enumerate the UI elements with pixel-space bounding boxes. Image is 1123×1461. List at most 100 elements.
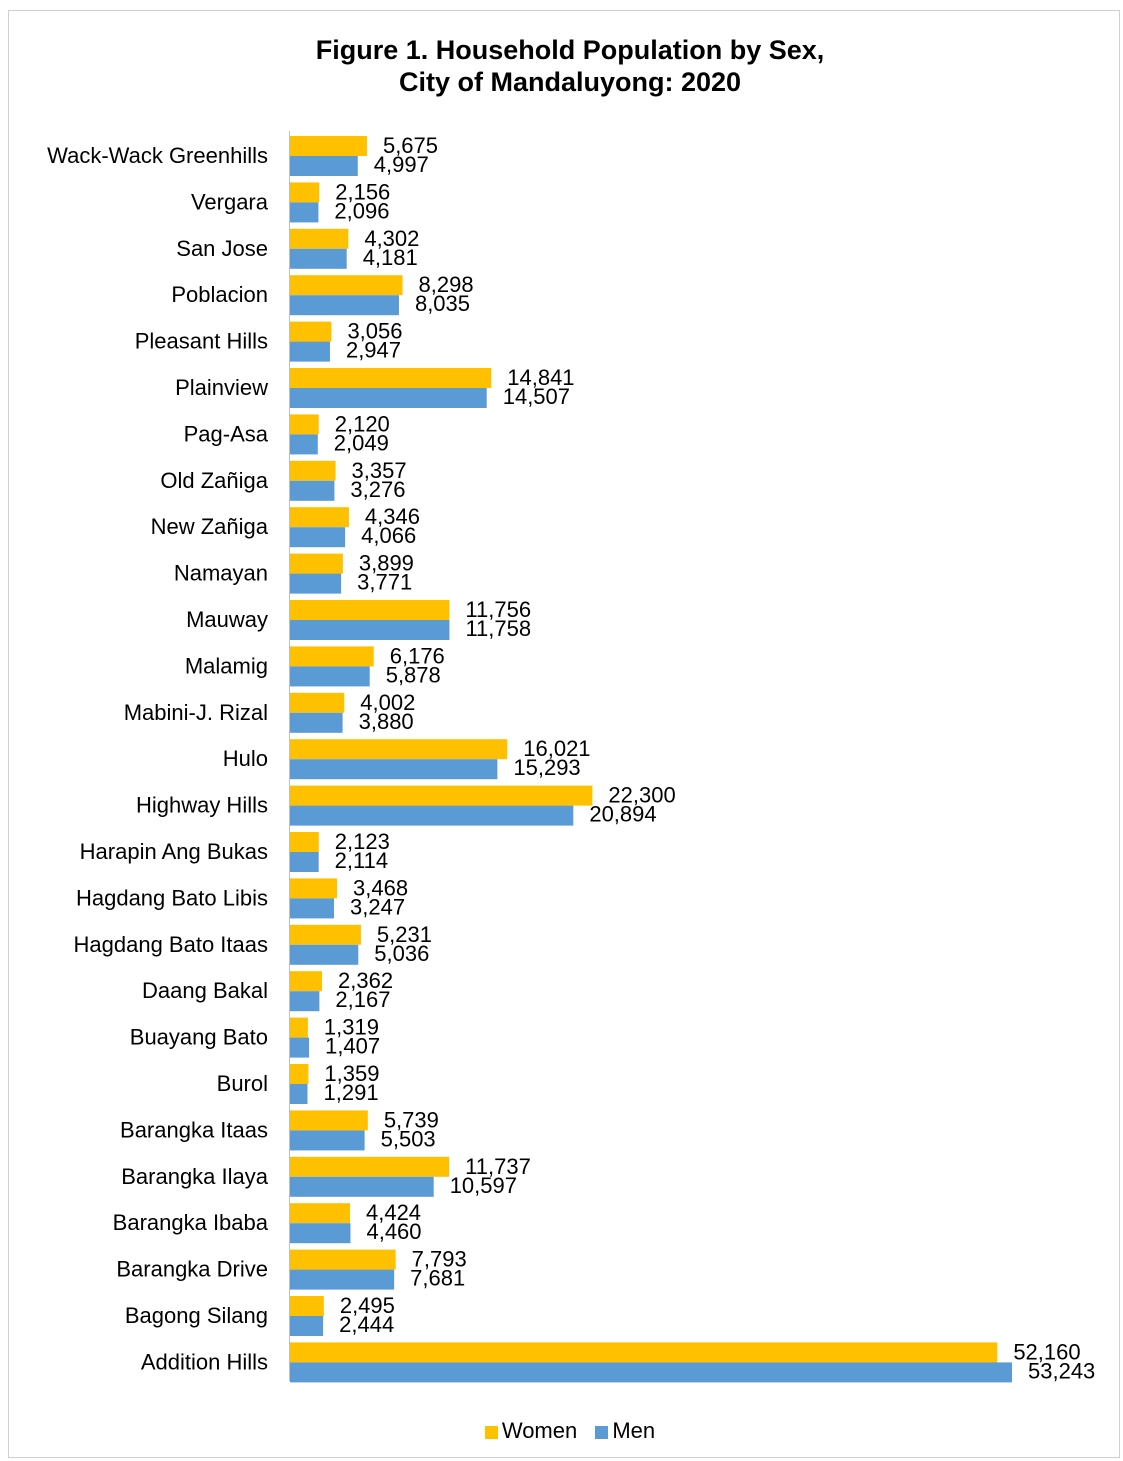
- value-label-women-highway-hills: 22,300: [608, 783, 675, 808]
- bar-women-barangka-itaas: [290, 1110, 368, 1131]
- value-label-women-namayan: 3,899: [359, 551, 414, 576]
- value-label-women-bagong-silang: 2,495: [340, 1293, 395, 1318]
- value-label-men-new-zaniga: 4,066: [361, 523, 416, 548]
- chart-title-line-2: City of Mandaluyong: 2020: [398, 67, 742, 97]
- bar-women-pag-asa: [290, 414, 319, 435]
- bar-women-plainview: [290, 368, 492, 388]
- bar-men-wack-wack-greenhills: [290, 156, 358, 176]
- bar-women-namayan: [290, 553, 343, 574]
- bar-men-hagdang-bato-libis: [290, 898, 335, 919]
- category-label-harapin-ang-bukas: Harapin Ang Bukas: [80, 839, 268, 864]
- bar-women-mauway: [290, 600, 450, 620]
- category-label-mabini-j-rizal: Mabini-J. Rizal: [124, 700, 268, 725]
- bar-women-addition-hills: [290, 1342, 998, 1363]
- bar-women-barangka-ilaya: [290, 1156, 450, 1177]
- value-label-men-pleasant-hills: 2,947: [346, 338, 401, 363]
- value-label-women-malamig: 6,176: [390, 643, 445, 668]
- bar-men-mauway: [290, 620, 450, 640]
- value-label-women-barangka-itaas: 5,739: [384, 1107, 439, 1132]
- bar-women-buayang-bato: [290, 1017, 308, 1038]
- value-label-men-namayan: 3,771: [357, 570, 412, 595]
- value-label-women-barangka-ibaba: 4,424: [366, 1200, 421, 1225]
- bar-women-barangka-drive: [290, 1249, 396, 1270]
- bar-women-pleasant-hills: [290, 321, 332, 342]
- value-label-men-harapin-ang-bukas: 2,114: [335, 848, 388, 873]
- legend-item-men: Men: [595, 1416, 655, 1446]
- bar-women-poblacion: [290, 275, 403, 296]
- bar-men-harapin-ang-bukas: [290, 852, 319, 872]
- bar-men-new-zaniga: [290, 527, 346, 548]
- category-label-hagdang-bato-itaas: Hagdang Bato Itaas: [74, 932, 268, 957]
- value-label-women-pleasant-hills: 3,056: [347, 319, 402, 344]
- value-label-women-mauway: 11,756: [465, 597, 531, 622]
- value-label-men-plainview: 14,507: [503, 384, 570, 409]
- category-label-hulo: Hulo: [223, 746, 268, 771]
- bar-women-new-zaniga: [290, 507, 349, 528]
- category-label-namayan: Namayan: [174, 561, 268, 586]
- category-label-old-zaniga: Old Zañiga: [160, 468, 268, 493]
- bar-men-bagong-silang: [290, 1316, 324, 1336]
- value-label-women-wack-wack-greenhills: 5,675: [383, 133, 438, 158]
- value-label-men-barangka-ilaya: 10,597: [450, 1173, 517, 1198]
- category-label-daang-bakal: Daang Bakal: [142, 978, 268, 1003]
- legend: Women Men: [0, 1415, 1123, 1446]
- bar-men-highway-hills: [290, 805, 574, 826]
- value-label-men-daang-bakal: 2,167: [335, 987, 390, 1012]
- bar-men-hulo: [290, 759, 498, 780]
- value-label-women-hagdang-bato-libis: 3,468: [353, 875, 408, 900]
- category-label-barangka-ibaba: Barangka Ibaba: [113, 1210, 269, 1235]
- bar-women-wack-wack-greenhills: [290, 136, 367, 156]
- value-label-women-addition-hills: 52,160: [1013, 1339, 1080, 1364]
- legend-label-women: Women: [501, 1418, 578, 1444]
- value-label-men-mauway: 11,758: [465, 616, 531, 641]
- category-label-addition-hills: Addition Hills: [141, 1349, 268, 1374]
- category-label-mauway: Mauway: [186, 607, 268, 632]
- value-label-women-harapin-ang-bukas: 2,123: [335, 829, 390, 854]
- bar-men-barangka-ibaba: [290, 1223, 351, 1244]
- legend-label-men: Men: [612, 1418, 656, 1444]
- bar-men-pag-asa: [290, 434, 318, 455]
- value-label-women-vergara: 2,156: [335, 179, 390, 204]
- bar-men-malamig: [290, 666, 370, 687]
- value-label-men-burol: 1,291: [324, 1080, 379, 1105]
- category-label-pleasant-hills: Pleasant Hills: [135, 329, 268, 354]
- category-label-hagdang-bato-libis: Hagdang Bato Libis: [76, 885, 268, 910]
- category-label-plainview: Plainview: [175, 375, 268, 400]
- value-label-men-pag-asa: 2,049: [334, 430, 389, 455]
- value-label-women-buayang-bato: 1,319: [324, 1015, 379, 1040]
- legend-swatch-women: [484, 1425, 498, 1439]
- category-label-burol: Burol: [217, 1071, 268, 1096]
- bar-women-harapin-ang-bukas: [290, 832, 319, 852]
- category-label-san-jose: San Jose: [176, 236, 268, 261]
- category-label-vergara: Vergara: [191, 189, 269, 214]
- value-label-men-malamig: 5,878: [386, 662, 441, 687]
- category-label-barangka-ilaya: Barangka Ilaya: [121, 1164, 269, 1189]
- bar-men-mabini-j-rizal: [290, 712, 343, 733]
- bar-women-burol: [290, 1064, 309, 1084]
- value-label-women-old-zaniga: 3,357: [352, 458, 407, 483]
- bar-women-malamig: [290, 646, 374, 667]
- legend-item-women: Women: [484, 1416, 578, 1446]
- chart-title: Figure 1. Household Population by Sex, C…: [0, 34, 1123, 98]
- bar-women-vergara: [290, 182, 320, 203]
- bar-men-old-zaniga: [290, 480, 335, 501]
- category-label-buayang-bato: Buayang Bato: [130, 1025, 268, 1050]
- category-label-barangka-itaas: Barangka Itaas: [120, 1117, 268, 1142]
- bar-men-namayan: [290, 573, 342, 594]
- value-label-women-barangka-ilaya: 11,737: [465, 1154, 531, 1179]
- bar-women-hagdang-bato-libis: [290, 878, 338, 899]
- bar-men-daang-bakal: [290, 991, 320, 1012]
- value-label-women-san-jose: 4,302: [364, 226, 419, 251]
- bar-women-san-jose: [290, 228, 349, 249]
- value-label-women-hagdang-bato-itaas: 5,231: [377, 922, 432, 947]
- value-label-men-hagdang-bato-itaas: 5,036: [374, 941, 429, 966]
- value-label-men-buayang-bato: 1,407: [325, 1034, 380, 1059]
- category-label-highway-hills: Highway Hills: [136, 793, 268, 818]
- category-label-bagong-silang: Bagong Silang: [125, 1303, 268, 1328]
- bar-women-bagong-silang: [290, 1296, 324, 1316]
- value-label-men-barangka-itaas: 5,503: [381, 1126, 436, 1151]
- category-label-poblacion: Poblacion: [171, 282, 268, 307]
- value-label-men-old-zaniga: 3,276: [350, 477, 405, 502]
